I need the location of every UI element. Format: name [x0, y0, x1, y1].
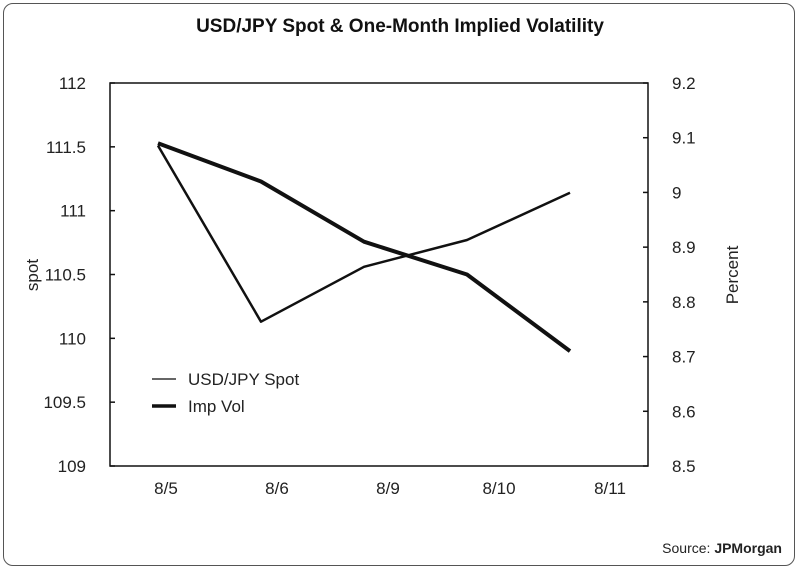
legend-label-vol: Imp Vol: [188, 397, 245, 416]
x-tick-label: 8/5: [154, 479, 178, 498]
x-tick-label: 8/6: [265, 479, 289, 498]
y-tick-label: 111.5: [46, 138, 86, 157]
legend: USD/JPY Spot Imp Vol: [152, 370, 299, 416]
y-tick-label: 109.5: [43, 393, 86, 412]
y-axis-right-label: Percent: [723, 245, 742, 304]
chart-title: USD/JPY Spot & One-Month Implied Volatil…: [196, 16, 604, 37]
source-note: Source: JPMorgan: [662, 540, 782, 556]
y-right-tick-label: 9.1: [672, 129, 696, 148]
y-tick-label: 111: [60, 202, 86, 221]
legend-label-spot: USD/JPY Spot: [188, 370, 299, 389]
y-tick-label: 110: [59, 329, 86, 348]
y-right-tick-label: 9: [672, 183, 681, 202]
y-right-tick-label: 9.2: [672, 74, 696, 93]
chart-frame: [3, 3, 795, 566]
y-right-tick-label: 8.8: [672, 293, 696, 312]
source-label: Source:: [662, 540, 710, 556]
x-tick-label: 8/9: [376, 479, 400, 498]
y-tick-label: 112: [59, 74, 86, 93]
series-line-imp-vol: [157, 141, 572, 353]
x-tick-label: 8/10: [482, 479, 515, 498]
y-axis-label: spot: [23, 259, 42, 291]
y-right-tick-label: 8.9: [672, 238, 696, 257]
source-name: JPMorgan: [714, 540, 782, 556]
y-right-tick-label: 8.6: [672, 402, 696, 421]
x-tick-label: 8/11: [594, 479, 626, 498]
y-tick-label: 110.5: [45, 266, 86, 285]
y-tick-label: 109: [58, 457, 86, 476]
y-right-tick-label: 8.5: [672, 457, 696, 476]
series-line-spot: [156, 144, 571, 323]
y-right-tick-label: 8.7: [672, 348, 696, 367]
